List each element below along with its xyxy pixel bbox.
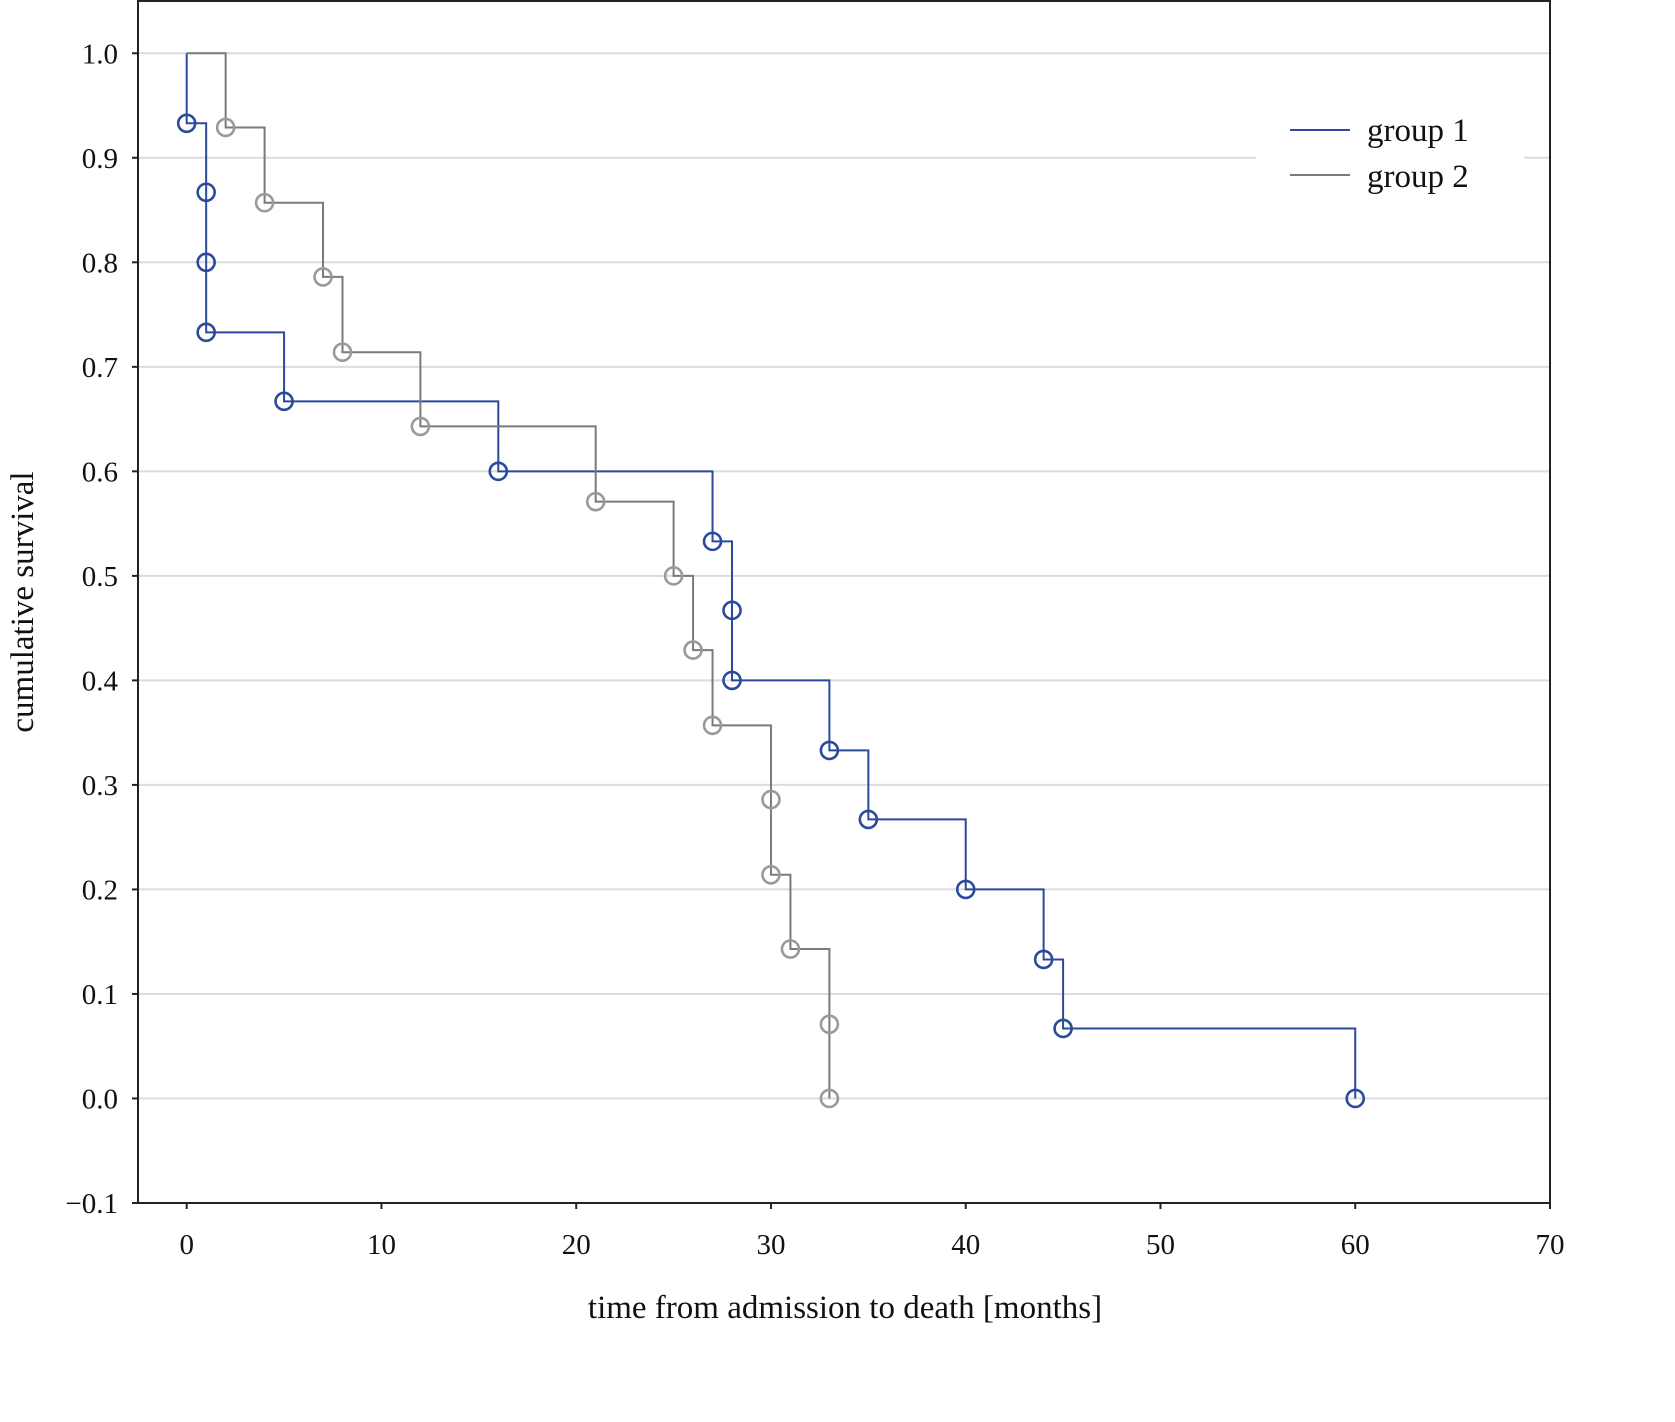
event-marker [761,865,781,885]
event-marker [332,342,353,362]
event-marker [1345,1088,1366,1109]
survival-curve-2 [186,52,831,1099]
event-marker [1033,949,1054,970]
event-marker [761,789,781,810]
event-marker [819,1014,840,1035]
event-marker [819,1088,840,1109]
legend-background [1256,100,1524,200]
event-marker [663,566,684,586]
event-marker [858,809,879,830]
event-marker [196,182,216,203]
x-tick-label: 40 [951,1229,980,1261]
y-tick-label: 0.9 [82,143,118,175]
event-marker [196,252,216,273]
y-axis-label: cumulative survival [5,471,41,732]
x-tick-label: 20 [562,1229,591,1261]
y-tick-label: 0.3 [82,770,118,802]
series [176,52,1366,1109]
event-marker [683,640,703,660]
y-tick-label: 0.8 [82,247,118,279]
event-marker [313,267,333,287]
y-tick-label: 1.0 [82,38,118,70]
x-tick-label: 0 [179,1229,194,1261]
event-marker [585,491,606,512]
legend-label-group-2: group 2 [1367,159,1469,195]
event-marker [176,113,197,134]
grid [138,52,1550,1100]
survival-curve-1 [185,53,1357,1099]
event-marker [1053,1018,1073,1039]
y-tick-label: 0.7 [82,352,118,384]
series-group-2 [186,52,840,1109]
y-tick-label: 0.1 [82,979,118,1011]
y-tick-label: 0.2 [82,874,118,906]
event-marker [410,416,431,437]
x-tick-label: 50 [1146,1229,1175,1261]
y-tick-label: 0.5 [82,561,118,593]
x-tick-label: 60 [1341,1229,1370,1261]
event-marker [196,322,216,343]
y-tick-label: 0.6 [82,456,118,488]
x-axis-label: time from admission to death [months] [588,1290,1102,1326]
x-tick-label: 70 [1536,1229,1565,1261]
event-marker [488,461,509,482]
x-tick-label: 30 [756,1229,785,1261]
legend-label-group-1: group 1 [1367,113,1469,149]
x-tick-label: 10 [367,1229,396,1261]
plot-frame [137,0,1551,1204]
event-marker [274,391,294,412]
event-marker [702,715,723,736]
event-marker [722,670,742,691]
event-marker [215,117,236,138]
y-tick-label: −0.1 [65,1188,118,1220]
series-group-1 [176,53,1366,1109]
event-marker [702,531,723,552]
event-marker [254,192,275,213]
event-marker [819,740,840,761]
event-marker [722,600,742,621]
event-marker [780,939,801,959]
ticks: −0.1 0.0 0.1 0.2 0.3 0.4 0.5 0.6 0.7 0.8 0.9 1.0 0 10… [65,38,1564,1261]
y-tick-label: 0.0 [82,1083,118,1115]
y-tick-label: 0.4 [82,665,119,697]
event-marker [955,879,976,900]
legend: group 1 group 2 [1256,100,1524,200]
